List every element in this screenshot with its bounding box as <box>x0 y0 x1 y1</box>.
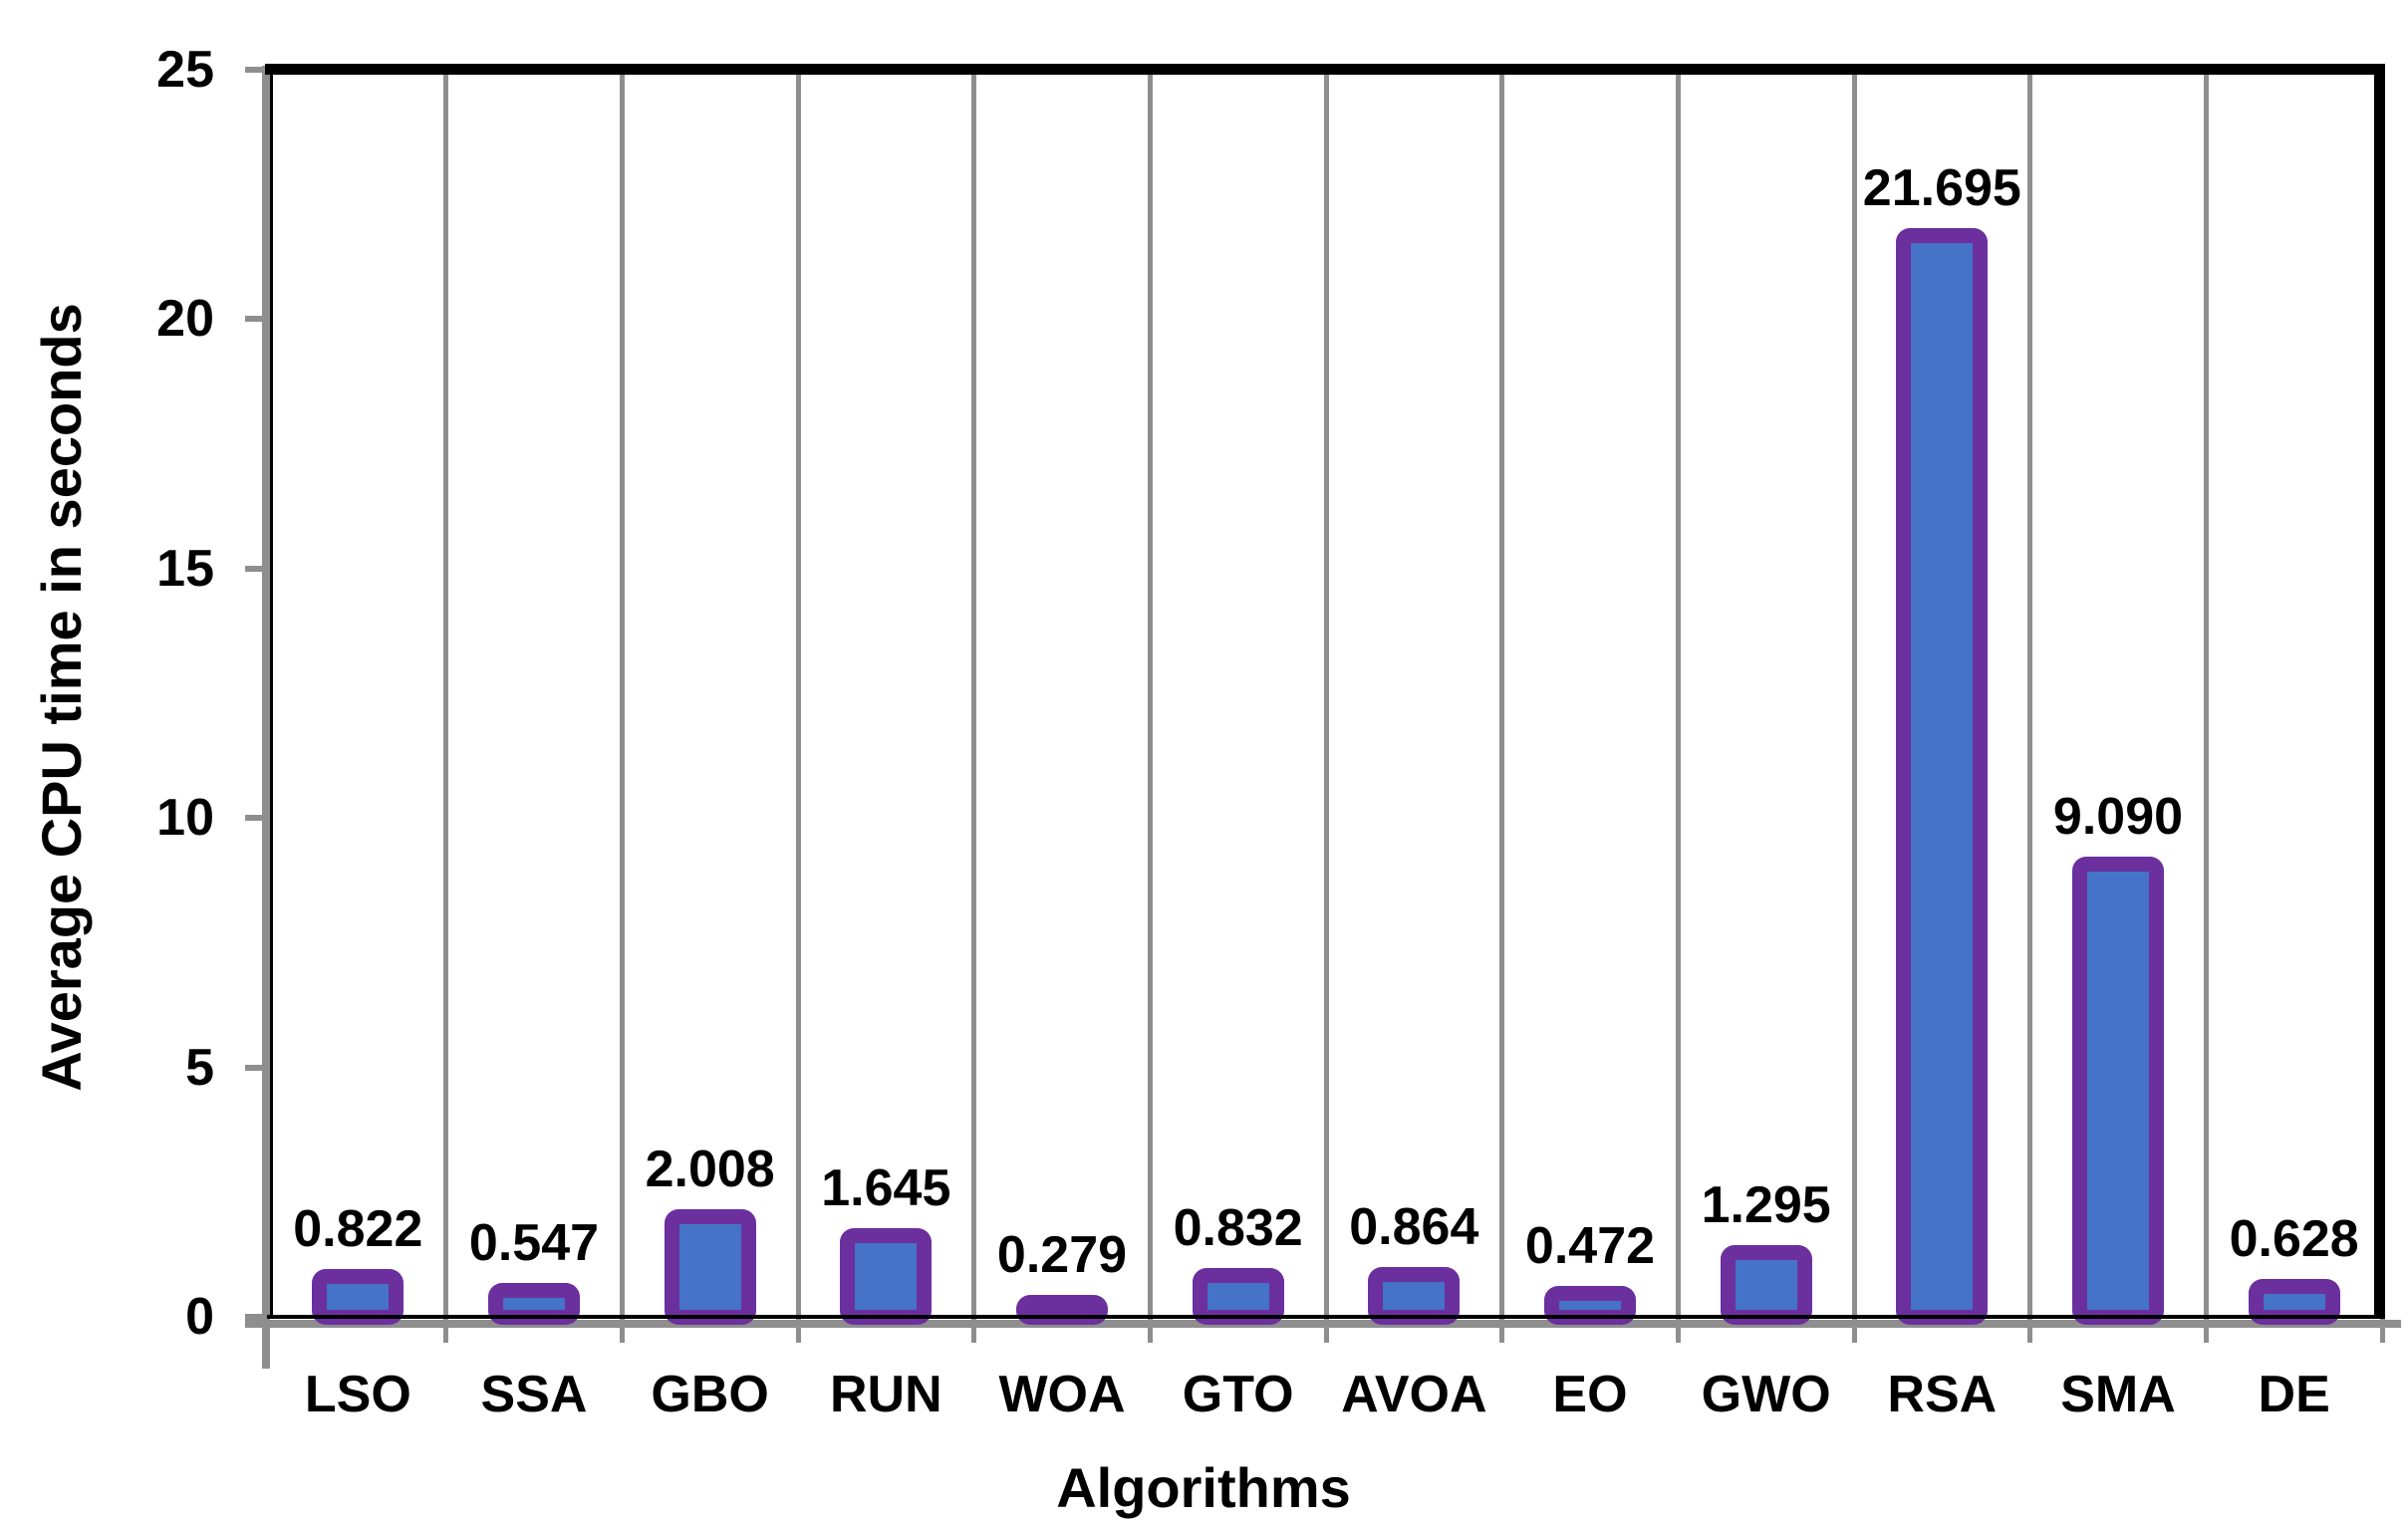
category-label: SMA <box>2060 1366 2176 1423</box>
category-label: DE <box>2258 1366 2330 1423</box>
gridline <box>443 70 449 1343</box>
bar <box>2072 856 2164 1325</box>
y-tick-label: 0 <box>185 1288 214 1346</box>
y-tick-mark <box>245 815 265 822</box>
bar-value-label: 21.695 <box>1862 158 2021 217</box>
bar-value-label: 1.295 <box>1701 1176 1831 1235</box>
bar <box>1016 1295 1108 1325</box>
category-label: WOA <box>998 1366 1126 1423</box>
category-label: RSA <box>1887 1366 1998 1423</box>
category-label: AVOA <box>1341 1366 1487 1423</box>
y-tick-mark <box>245 67 265 73</box>
bar-value-label: 0.864 <box>1349 1197 1479 1256</box>
gridline <box>2027 70 2033 1343</box>
x-axis-line <box>245 1320 2401 1328</box>
zero-line <box>267 1315 2385 1319</box>
bar-value-label: 1.645 <box>821 1158 951 1217</box>
bar <box>664 1209 756 1325</box>
gridline <box>971 70 977 1343</box>
y-tick-label: 20 <box>156 290 214 349</box>
x-axis-title: Algorithms <box>1056 1456 1351 1519</box>
category-label: GTO <box>1182 1366 1294 1423</box>
bar <box>1896 227 1989 1325</box>
x-tick-mark <box>2379 1317 2385 1343</box>
y-tick-mark <box>245 316 265 323</box>
gridline <box>2203 70 2209 1343</box>
plot-top-border <box>265 64 2385 75</box>
y-tick-label: 15 <box>156 539 214 598</box>
y-tick-mark <box>245 1314 265 1320</box>
gridline <box>1147 70 1153 1343</box>
bar <box>840 1227 933 1325</box>
y-tick-label: 5 <box>185 1038 214 1097</box>
bar <box>1720 1245 1812 1325</box>
category-label: GWO <box>1701 1366 1831 1423</box>
bar-value-label: 2.008 <box>645 1141 775 1199</box>
bar-value-label: 0.822 <box>293 1199 423 1258</box>
y-tick-label: 10 <box>156 789 214 848</box>
gridline <box>795 70 801 1343</box>
plot-left-border <box>270 70 273 1317</box>
gridline <box>1675 70 1681 1343</box>
category-label: EO <box>1552 1366 1628 1423</box>
bar-value-label: 0.279 <box>996 1226 1128 1284</box>
bar-value-label: 0.547 <box>468 1213 600 1272</box>
gridline <box>619 70 625 1343</box>
plot-right-border <box>2374 64 2385 1319</box>
gridline <box>1499 70 1505 1343</box>
category-label: GBO <box>651 1366 769 1423</box>
y-tick-mark <box>245 565 265 572</box>
y-tick-label: 25 <box>156 41 214 99</box>
category-label: RUN <box>829 1366 942 1423</box>
gridline <box>1851 70 1857 1343</box>
y-tick-mark <box>245 1064 265 1071</box>
bar-value-label: 9.090 <box>2052 787 2184 846</box>
bar-value-label: 0.832 <box>1173 1199 1303 1258</box>
bar <box>1544 1286 1636 1325</box>
category-label: LSO <box>304 1366 411 1423</box>
y-axis-title: Average CPU time in seconds <box>30 303 93 1092</box>
gridline <box>1323 70 1329 1343</box>
category-label: SSA <box>480 1366 588 1423</box>
bar-value-label: 0.472 <box>1524 1217 1656 1276</box>
bar-value-label: 0.628 <box>2229 1209 2359 1268</box>
y-axis-line <box>262 66 270 1369</box>
